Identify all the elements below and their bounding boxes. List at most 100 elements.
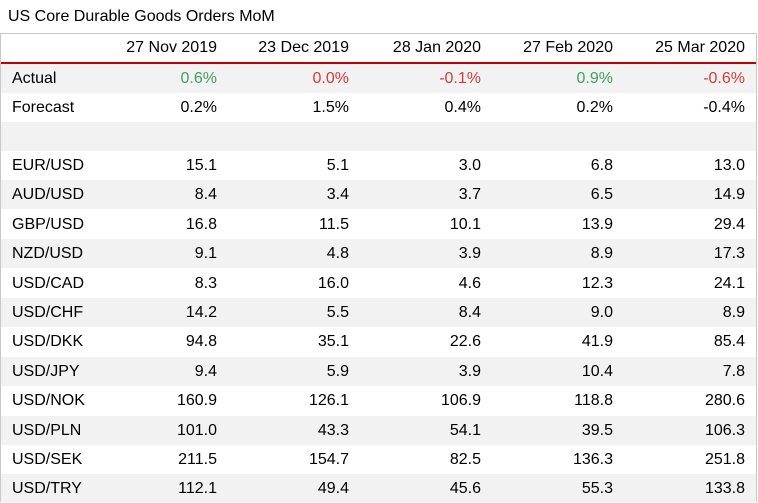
pair-value: 4.8 xyxy=(326,245,349,262)
column-header: 27 Nov 2019 xyxy=(126,39,217,56)
table-row: USD/PLN 101.0 43.3 54.1 39.5 106.3 xyxy=(1,416,756,445)
pair-value: 13.9 xyxy=(581,216,613,233)
pair-value: 280.6 xyxy=(704,392,745,409)
table-row: USD/JPY 9.4 5.9 3.9 10.4 7.8 xyxy=(1,357,756,386)
pair-value: 3.0 xyxy=(458,157,481,174)
pair-value: 17.3 xyxy=(713,245,745,262)
pair-value: 14.9 xyxy=(713,186,745,203)
pair-value: 10.4 xyxy=(581,363,613,380)
forecast-row: Forecast 0.2% 1.5% 0.4% 0.2% -0.4% xyxy=(1,93,756,122)
pair-value: 11.5 xyxy=(319,216,349,233)
pair-label: USD/PLN xyxy=(12,422,82,439)
pair-value: 8.9 xyxy=(590,245,613,262)
table-row: USD/NOK 160.9 126.1 106.9 118.8 280.6 xyxy=(1,386,756,415)
pair-value: 211.5 xyxy=(178,451,217,468)
pair-value: 12.3 xyxy=(581,275,613,292)
pair-value: 4.6 xyxy=(458,275,481,292)
pair-label: USD/CAD xyxy=(12,275,85,292)
pair-value: 24.1 xyxy=(713,275,745,292)
pair-value: 49.4 xyxy=(317,480,349,497)
pair-label: NZD/USD xyxy=(12,245,84,262)
table-row: USD/CHF 14.2 5.5 8.4 9.0 8.9 xyxy=(1,298,756,327)
pair-value: 16.0 xyxy=(317,275,349,292)
pair-value: 101.0 xyxy=(176,422,217,439)
pair-value: 85.4 xyxy=(713,333,745,350)
spacer-row xyxy=(1,122,756,151)
pair-value: 15.1 xyxy=(185,157,217,174)
pair-value: 39.5 xyxy=(581,422,613,439)
pair-value: 8.4 xyxy=(194,186,217,203)
header-row: 27 Nov 2019 23 Dec 2019 28 Jan 2020 27 F… xyxy=(1,34,756,62)
table-title: US Core Durable Goods Orders MoM xyxy=(8,8,275,25)
pair-value: 9.0 xyxy=(590,304,613,321)
forecast-value: 0.2% xyxy=(180,99,217,116)
column-header: 23 Dec 2019 xyxy=(258,39,349,56)
pair-value: 8.4 xyxy=(458,304,481,321)
forecast-value: 0.2% xyxy=(576,99,613,116)
pair-label: USD/NOK xyxy=(12,392,85,409)
pair-value: 126.1 xyxy=(308,392,349,409)
pair-value: 8.9 xyxy=(722,304,745,321)
actual-value: 0.6% xyxy=(180,70,217,87)
table-row: USD/TRY 112.1 49.4 45.6 55.3 133.8 xyxy=(1,474,756,503)
pair-value: 55.3 xyxy=(581,480,613,497)
pair-value: 41.9 xyxy=(581,333,613,350)
pair-value: 6.8 xyxy=(590,157,613,174)
pair-label: AUD/USD xyxy=(12,186,85,203)
pair-label: USD/JPY xyxy=(12,363,80,380)
pair-value: 94.8 xyxy=(185,333,217,350)
table-row: USD/SEK 211.5 154.7 82.5 136.3 251.8 xyxy=(1,445,756,474)
pair-value: 10.1 xyxy=(449,216,481,233)
table-row: USD/CAD 8.3 16.0 4.6 12.3 24.1 xyxy=(1,269,756,298)
pair-label: USD/DKK xyxy=(12,333,84,350)
pair-value: 8.3 xyxy=(194,275,217,292)
pair-label: GBP/USD xyxy=(12,216,85,233)
pair-value: 3.9 xyxy=(458,245,481,262)
pair-value: 9.1 xyxy=(194,245,217,262)
pair-value: 45.6 xyxy=(449,480,481,497)
pair-value: 7.8 xyxy=(722,363,745,380)
pair-value: 22.6 xyxy=(449,333,481,350)
pair-value: 118.8 xyxy=(574,392,613,409)
pair-value: 5.1 xyxy=(326,157,349,174)
pair-value: 106.3 xyxy=(704,422,745,439)
header-separator xyxy=(1,62,756,64)
actual-row: Actual 0.6% 0.0% -0.1% 0.9% -0.6% xyxy=(1,64,756,93)
pair-value: 14.2 xyxy=(185,304,217,321)
pair-value: 82.5 xyxy=(449,451,481,468)
pair-value: 5.9 xyxy=(326,363,349,380)
pair-value: 35.1 xyxy=(317,333,349,350)
pair-value: 160.9 xyxy=(176,392,217,409)
pair-value: 106.9 xyxy=(440,392,481,409)
pair-value: 3.4 xyxy=(326,186,349,203)
row-label: Forecast xyxy=(12,99,75,116)
column-header: 25 Mar 2020 xyxy=(655,39,745,56)
forecast-value: -0.4% xyxy=(703,99,745,116)
actual-value: -0.1% xyxy=(439,70,481,87)
actual-value: -0.6% xyxy=(703,70,745,87)
pair-label: USD/TRY xyxy=(12,480,82,497)
pair-value: 54.1 xyxy=(449,422,481,439)
column-header: 27 Feb 2020 xyxy=(523,39,613,56)
row-label: Actual xyxy=(12,70,57,87)
actual-value: 0.0% xyxy=(312,70,349,87)
forecast-value: 0.4% xyxy=(444,99,481,116)
column-header: 28 Jan 2020 xyxy=(392,39,481,56)
pair-value: 251.8 xyxy=(704,451,745,468)
pair-value: 43.3 xyxy=(317,422,349,439)
pair-value: 133.8 xyxy=(704,480,745,497)
pair-label: EUR/USD xyxy=(12,157,85,174)
actual-value: 0.9% xyxy=(576,70,613,87)
table-row: NZD/USD 9.1 4.8 3.9 8.9 17.3 xyxy=(1,239,756,268)
table-row: GBP/USD 16.8 11.5 10.1 13.9 29.4 xyxy=(1,210,756,239)
pair-value: 13.0 xyxy=(713,157,745,174)
pair-value: 16.8 xyxy=(185,216,217,233)
pair-value: 3.7 xyxy=(458,186,481,203)
forecast-value: 1.5% xyxy=(312,99,349,116)
pair-value: 29.4 xyxy=(713,216,745,233)
pair-value: 6.5 xyxy=(590,186,613,203)
pair-label: USD/SEK xyxy=(12,451,83,468)
pair-value: 136.3 xyxy=(572,451,613,468)
table-row: AUD/USD 8.4 3.4 3.7 6.5 14.9 xyxy=(1,180,756,209)
pair-label: USD/CHF xyxy=(12,304,84,321)
